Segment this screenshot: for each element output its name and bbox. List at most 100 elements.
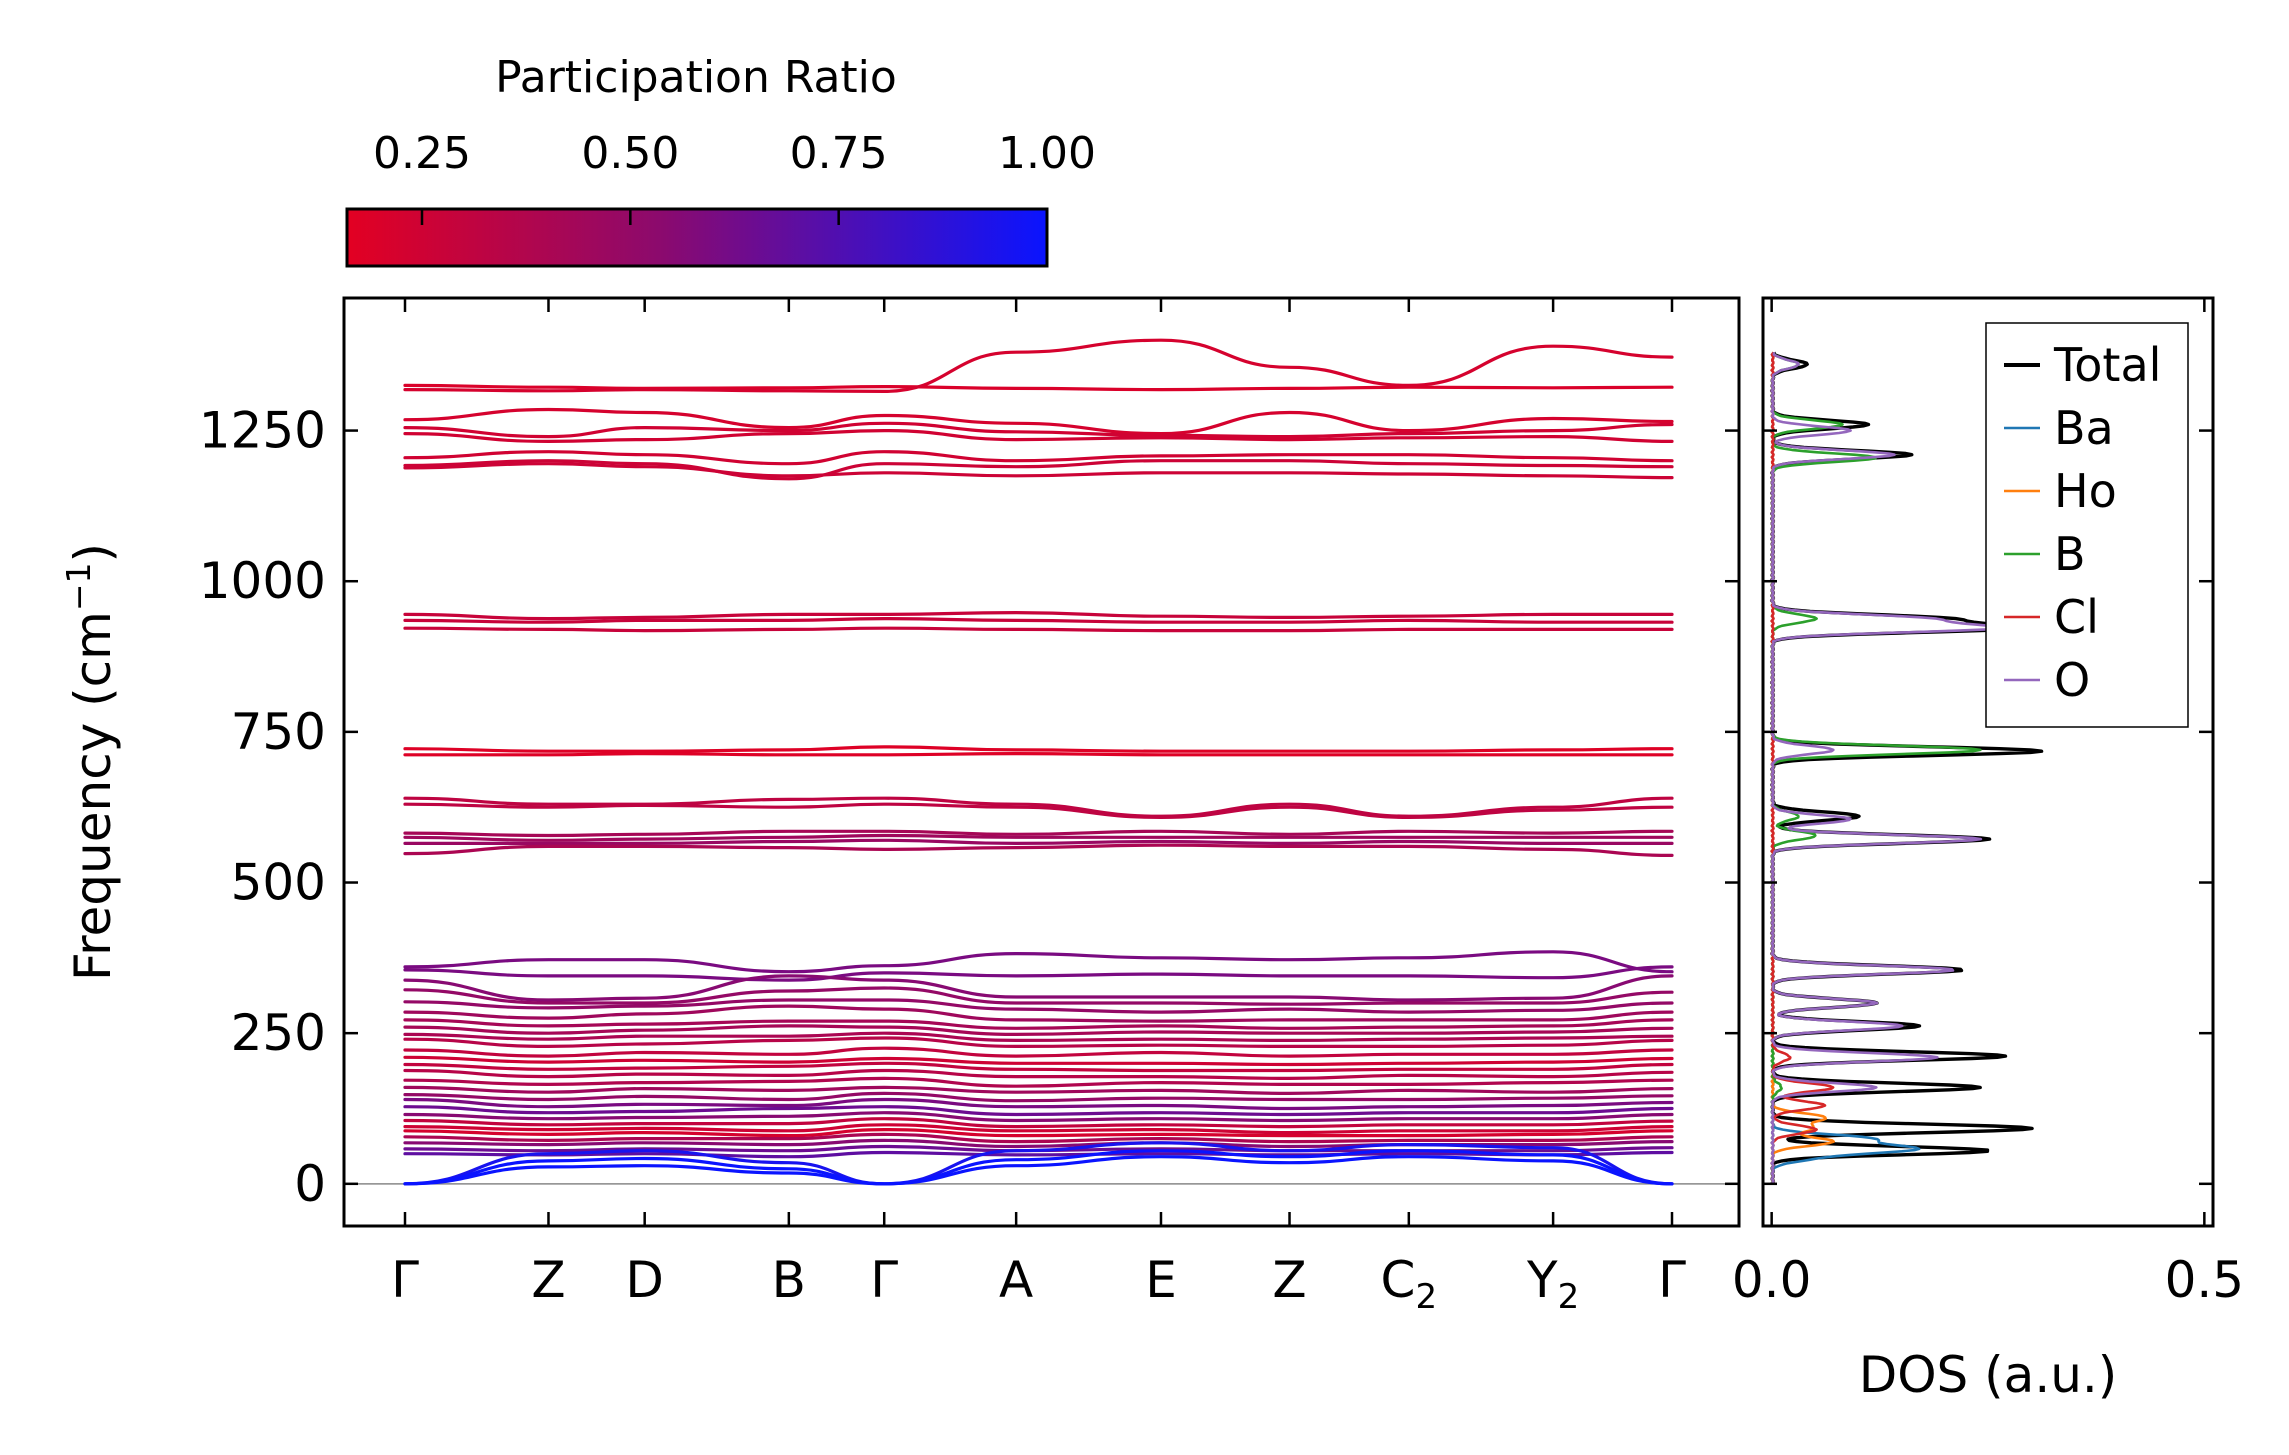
- legend-items: Total Ba Ho B Cl O: [2004, 338, 2161, 707]
- phonon-band: [403, 421, 1674, 439]
- phonon-band: [403, 1127, 1674, 1138]
- phonon-band: [403, 1061, 1674, 1073]
- dos-panel: 0.0 0.5 DOS (a.u.) Total Ba Ho B Cl O: [1732, 296, 2244, 1404]
- y-tick-label: 250: [231, 1004, 326, 1062]
- phonon-band: [403, 1123, 1674, 1135]
- kpoint-label: A: [999, 1251, 1033, 1309]
- legend-frame: [1985, 322, 2189, 728]
- y-tick-label: 0: [294, 1155, 326, 1213]
- phonon-band: [403, 998, 1674, 1014]
- colorbar-tick-label: 1.00: [998, 128, 1096, 179]
- phonon-band: [403, 1046, 1674, 1058]
- dos-x-axis-label: DOS (a.u.): [1859, 1346, 2118, 1404]
- y-axis-label-close: ): [64, 543, 122, 563]
- colorbar: Participation Ratio 0.25 0.50 0.75 1.00: [345, 52, 1096, 268]
- legend-label: Ho: [2054, 464, 2117, 518]
- kpoint-label-main: Γ: [870, 1251, 898, 1309]
- phonon-band: [403, 1141, 1674, 1186]
- kpoint-label-main: Γ: [1658, 1251, 1686, 1309]
- y-tick-label: 500: [231, 854, 326, 912]
- phonon-band: [403, 1076, 1674, 1088]
- band-lines: [403, 338, 1674, 1186]
- kpoint-label-main: E: [1145, 1251, 1177, 1309]
- kpoint-label: C2: [1381, 1251, 1438, 1317]
- phonon-band: [403, 843, 1674, 857]
- kpoint-label: Γ: [1658, 1251, 1686, 1309]
- phonon-band: [403, 833, 1674, 842]
- dos-series-ba: [1770, 351, 1921, 1185]
- phonon-band: [403, 986, 1674, 1006]
- dos-lines: [1770, 351, 2044, 1185]
- colorbar-title: Participation Ratio: [495, 52, 897, 103]
- phonon-band: [403, 1024, 1674, 1037]
- kpoint-label-sub: 2: [1415, 1277, 1437, 1317]
- phonon-band: [403, 1155, 1674, 1186]
- y-axis-label: Frequency (cm−1): [59, 543, 122, 981]
- kpoint-label: Y2: [1526, 1251, 1579, 1317]
- phonon-band: [403, 450, 1674, 466]
- phonon-band: [403, 610, 1674, 621]
- phonon-band: [403, 974, 1674, 1002]
- phonon-band: [403, 1097, 1674, 1111]
- legend-label: Ba: [2054, 401, 2114, 455]
- dos-ticks: 0.0 0.5: [1732, 298, 2244, 1309]
- colorbar-tick-label: 0.50: [581, 128, 679, 179]
- band-kpoint-ticks: Γ Z D B Γ A E Z C2 Y2 Γ: [391, 298, 1686, 1317]
- phonon-band: [403, 1111, 1674, 1123]
- dos-series-cl: [1770, 351, 1835, 1185]
- kpoint-label-sub: 2: [1558, 1277, 1580, 1317]
- kpoint-label: Γ: [391, 1251, 419, 1309]
- legend-label: Total: [2053, 338, 2161, 392]
- phonon-band: [403, 428, 1674, 444]
- kpoint-label-main: Z: [1272, 1251, 1306, 1309]
- phonon-band: [403, 616, 1674, 624]
- phonon-band: [403, 626, 1674, 633]
- phonon-band: [403, 459, 1674, 481]
- kpoint-label-main: B: [772, 1251, 806, 1309]
- dos-series-o: [1770, 351, 2002, 1185]
- kpoint-label: Z: [531, 1251, 565, 1309]
- phonon-band: [403, 338, 1674, 394]
- phonon-band: [403, 745, 1674, 753]
- phonon-band: [403, 1055, 1674, 1067]
- phonon-band: [403, 838, 1674, 846]
- legend-label: Cl: [2054, 590, 2099, 644]
- phonon-band: [403, 1068, 1674, 1081]
- phonon-band: [403, 829, 1674, 838]
- phonon-band: [403, 950, 1674, 974]
- y-tick-label: 750: [231, 703, 326, 761]
- phonon-band: [403, 1018, 1674, 1030]
- phonon-band: [403, 1004, 1674, 1023]
- band-axes-frame: [342, 296, 1741, 1228]
- phonon-band: [403, 1117, 1674, 1129]
- colorbar-gradient: [345, 207, 1049, 268]
- dos-x-tick-label: 0.5: [2165, 1251, 2245, 1309]
- phonon-band: [403, 383, 1674, 392]
- phonon-band: [403, 1085, 1674, 1096]
- dos-x-tick-label: 0.0: [1732, 1251, 1812, 1309]
- kpoint-label-main: Y: [1526, 1251, 1558, 1309]
- y-tick-label: 1000: [199, 552, 326, 610]
- kpoint-label-main: A: [999, 1251, 1033, 1309]
- phonon-band: [403, 1036, 1674, 1049]
- colorbar-ticks: 0.25 0.50 0.75 1.00: [373, 128, 1096, 225]
- phonon-band: [403, 1031, 1674, 1043]
- dos-axes-frame: [1761, 296, 2215, 1228]
- phonon-band: [403, 1149, 1674, 1186]
- kpoint-label: Z: [1272, 1251, 1306, 1309]
- phonon-band: [403, 751, 1674, 757]
- colorbar-tick-label: 0.25: [373, 128, 471, 179]
- phonon-band: [403, 462, 1674, 480]
- kpoint-label-main: C: [1381, 1251, 1416, 1309]
- y-tick-label: 1250: [199, 402, 326, 460]
- kpoint-label: E: [1145, 1251, 1177, 1309]
- dos-series-ho: [1770, 351, 1835, 1185]
- band-y-ticks: 0 250 500 750 1000 1250: [199, 402, 1739, 1213]
- phonon-band: [403, 965, 1674, 982]
- kpoint-label: B: [772, 1251, 806, 1309]
- phonon-band: [403, 802, 1674, 820]
- legend: Total Ba Ho B Cl O: [1985, 322, 2189, 728]
- phonon-band: [403, 407, 1674, 436]
